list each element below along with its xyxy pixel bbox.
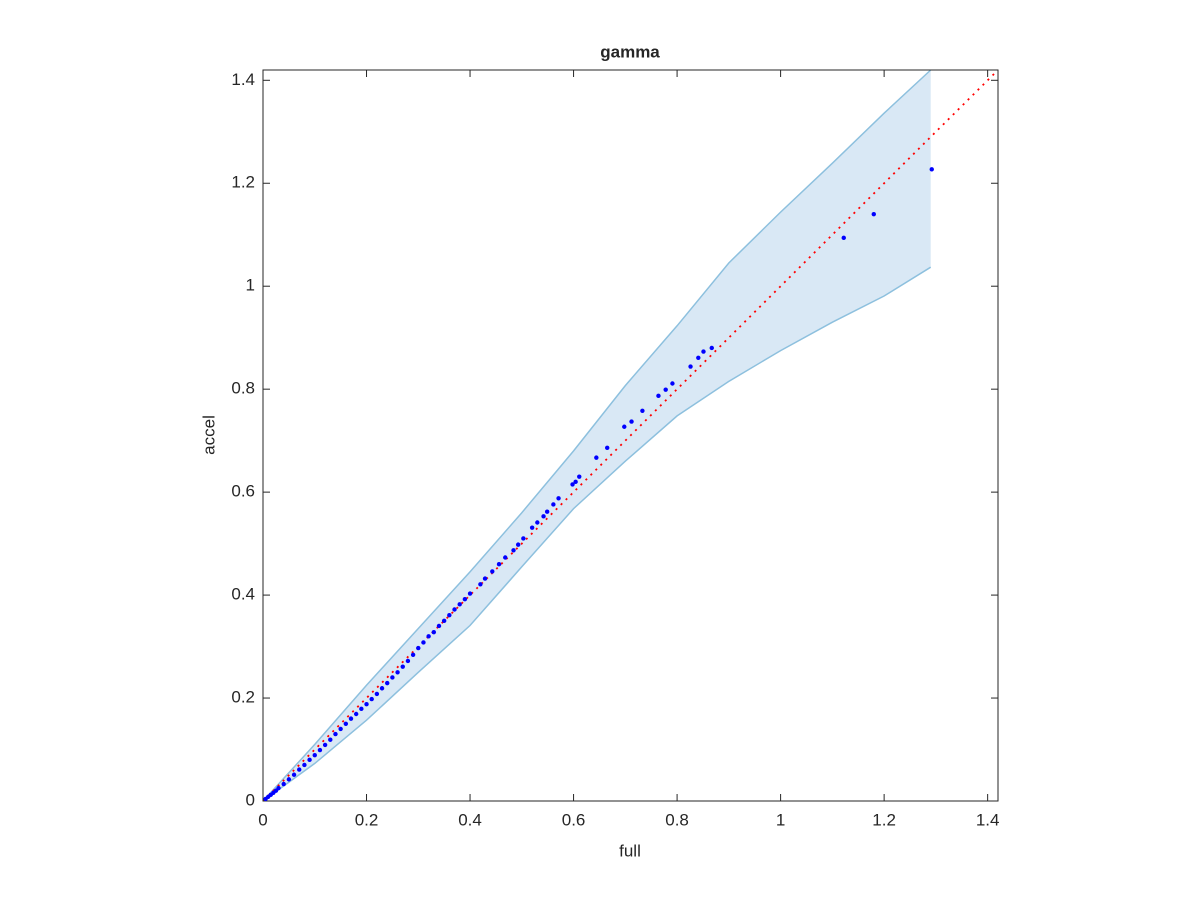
point (605, 445, 610, 451)
point (379, 686, 385, 691)
point (410, 652, 416, 657)
point (622, 424, 627, 429)
y-tick-label: 0.8 (231, 379, 255, 398)
point (322, 742, 328, 748)
point (405, 658, 411, 664)
point (436, 623, 442, 629)
point (496, 561, 502, 567)
point (426, 634, 431, 639)
y-tick-label: 1.2 (231, 173, 255, 192)
point (503, 555, 508, 560)
point (421, 640, 426, 645)
point (291, 772, 297, 777)
point (663, 387, 668, 392)
point (416, 645, 421, 651)
point (688, 364, 693, 369)
point (333, 731, 338, 737)
point (556, 496, 561, 501)
x-tick-label: 0 (258, 810, 267, 829)
point (573, 479, 578, 485)
x-tick-label: 0.2 (355, 810, 379, 829)
y-tick-label: 1 (246, 276, 255, 295)
point (629, 419, 634, 424)
point (577, 474, 582, 479)
point (467, 591, 473, 596)
point (343, 721, 349, 726)
point (594, 455, 599, 460)
x-axis-label: full (619, 841, 641, 860)
point (338, 726, 343, 732)
point (656, 393, 661, 399)
point (374, 691, 380, 697)
x-tick-label: 1.4 (976, 810, 1000, 829)
point (701, 349, 706, 354)
x-tick-label: 0.8 (665, 810, 689, 829)
point (297, 767, 302, 772)
point (457, 602, 462, 607)
point (709, 345, 714, 351)
point (490, 569, 495, 574)
point (871, 211, 876, 217)
point (841, 235, 846, 241)
x-tick-label: 1.2 (872, 810, 896, 829)
point (286, 777, 292, 782)
point (281, 781, 286, 787)
point (511, 548, 516, 553)
point (478, 582, 483, 587)
point (390, 675, 395, 680)
y-tick-label: 0 (246, 790, 255, 809)
point (317, 747, 323, 753)
point (544, 509, 550, 514)
point (452, 607, 457, 612)
point (696, 355, 701, 360)
point (441, 618, 447, 624)
y-axis-label: accel (199, 415, 218, 455)
point (312, 752, 317, 758)
point (462, 597, 468, 602)
y-tick-label: 0.6 (231, 482, 255, 501)
x-tick-label: 0.4 (458, 810, 482, 829)
axes-box (262, 69, 999, 802)
x-tick-label: 1 (776, 810, 785, 829)
point (929, 167, 934, 172)
point (353, 711, 359, 717)
point (447, 612, 452, 618)
point (348, 716, 354, 721)
y-tick-label: 0.2 (231, 688, 255, 707)
point (551, 502, 556, 507)
point (400, 664, 405, 669)
x-tick-label: 0.6 (562, 810, 586, 829)
y-tick-label: 1.4 (231, 70, 255, 89)
point (515, 542, 521, 547)
point (570, 482, 575, 487)
point (640, 408, 645, 413)
point (364, 702, 369, 707)
reference-line (262, 69, 999, 802)
point (670, 381, 675, 386)
point (395, 670, 400, 675)
point (431, 629, 437, 635)
band-lower (262, 266, 932, 802)
point (482, 576, 488, 581)
point (328, 737, 333, 742)
band-area (263, 70, 931, 801)
point (307, 757, 312, 763)
point (359, 706, 364, 712)
point (302, 762, 307, 768)
point (276, 785, 281, 791)
point (541, 514, 546, 519)
point (535, 520, 540, 525)
chart-title: gamma (600, 42, 660, 61)
point (521, 536, 526, 541)
y-tick-label: 0.4 (231, 585, 255, 604)
point (529, 525, 535, 530)
band-upper (262, 69, 932, 802)
point (385, 680, 390, 686)
point (369, 696, 374, 702)
